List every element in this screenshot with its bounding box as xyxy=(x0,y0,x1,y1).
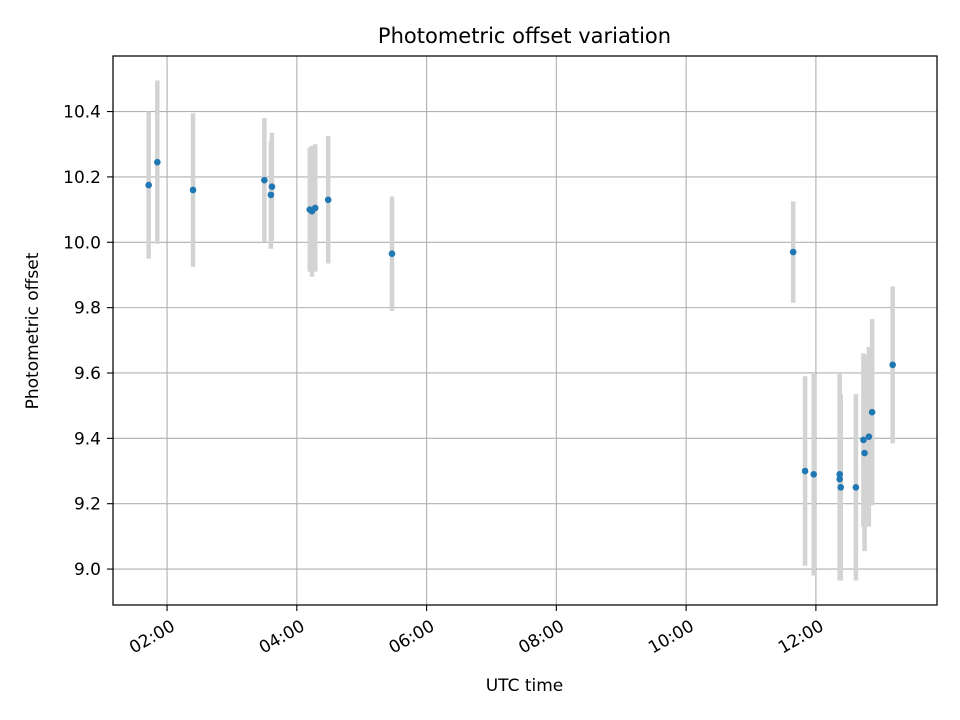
data-point xyxy=(789,248,797,256)
x-axis-label: UTC time xyxy=(486,676,564,696)
data-point xyxy=(145,181,152,189)
y-tick-label: 10.0 xyxy=(63,233,101,253)
data-point xyxy=(311,204,319,212)
data-point xyxy=(189,186,197,194)
data-point xyxy=(865,433,873,441)
x-tick-label: 04:00 xyxy=(256,616,308,658)
y-tick-label: 9.4 xyxy=(74,429,101,449)
axis-ticks: 02:00 04:00 06:00 08:00 10:00 12:00 9.0 9.2 9.4 9… xyxy=(63,103,827,659)
data-point xyxy=(836,475,843,483)
y-axis-label: Photometric offset xyxy=(23,252,43,409)
data-point xyxy=(810,470,818,478)
data-point xyxy=(388,250,396,258)
data-point xyxy=(268,183,276,191)
data-point xyxy=(154,158,161,166)
plot-frame xyxy=(112,55,938,606)
data-point xyxy=(801,467,809,475)
data-point xyxy=(837,484,845,491)
y-tick-label: 9.8 xyxy=(74,299,101,319)
data-point xyxy=(324,196,332,204)
x-tick-label: 06:00 xyxy=(386,616,438,658)
y-tick-label: 10.2 xyxy=(63,168,101,188)
x-tick-label: 10:00 xyxy=(645,616,697,658)
x-tick-label: 12:00 xyxy=(775,616,827,658)
data-point xyxy=(852,484,860,491)
data-point xyxy=(267,191,275,199)
y-tick-label: 9.2 xyxy=(74,495,101,515)
y-tick-label: 9.0 xyxy=(74,560,101,580)
data-point xyxy=(860,436,867,444)
data-point xyxy=(889,361,896,369)
x-tick-label: 02:00 xyxy=(126,616,178,658)
y-tick-label: 9.6 xyxy=(74,364,101,384)
error-bars xyxy=(146,80,895,581)
data-point xyxy=(836,470,843,478)
data-points xyxy=(145,158,896,491)
y-tick-label: 10.4 xyxy=(63,103,101,123)
x-tick-label: 08:00 xyxy=(515,616,567,658)
chart-title: Photometric offset variation xyxy=(378,24,671,48)
data-point xyxy=(861,449,868,457)
grid xyxy=(113,56,937,605)
data-point xyxy=(261,176,268,184)
data-point xyxy=(868,408,876,416)
